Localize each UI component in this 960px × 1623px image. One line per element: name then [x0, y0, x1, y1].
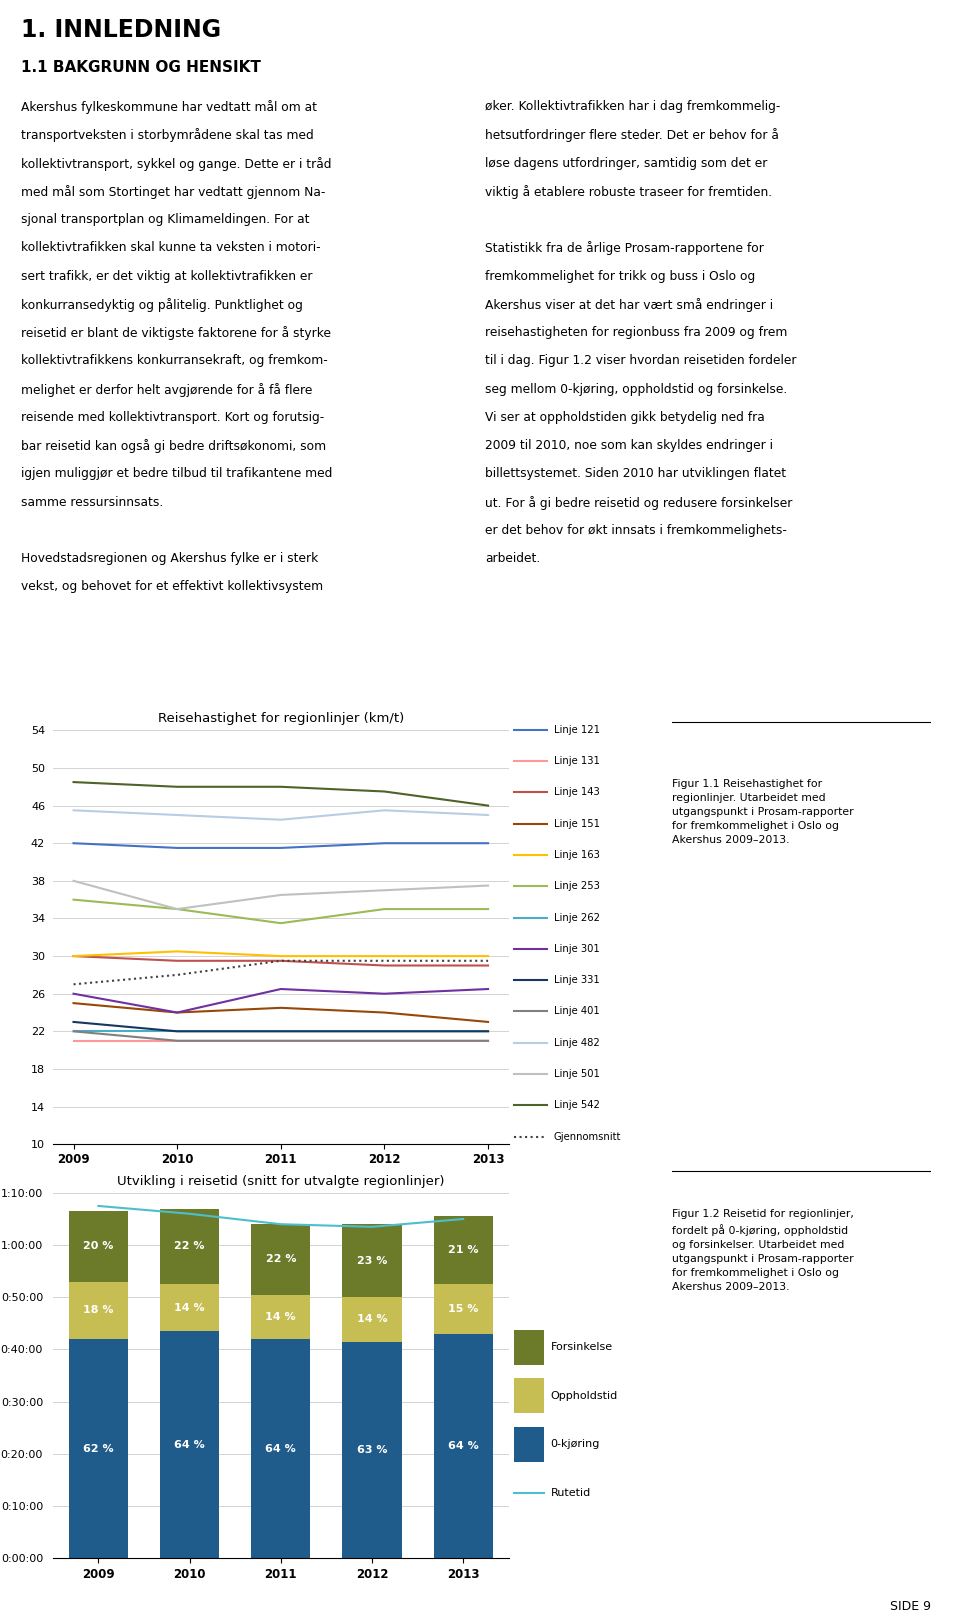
Text: Statistikk fra de årlige Prosam-rapportene for: Statistikk fra de årlige Prosam-rapporte…	[485, 242, 763, 255]
Bar	[160, 1209, 219, 1284]
Text: Gjennomsnitt: Gjennomsnitt	[554, 1131, 621, 1141]
Text: fremkommelighet for trikk og buss i Oslo og: fremkommelighet for trikk og buss i Oslo…	[485, 269, 756, 282]
Text: 14 %: 14 %	[357, 1315, 387, 1324]
Text: sjonal transportplan og Klimameldingen. For at: sjonal transportplan og Klimameldingen. …	[21, 213, 310, 226]
Text: 63 %: 63 %	[357, 1444, 387, 1454]
Title: Utvikling i reisetid (snitt for utvalgte regionlinjer): Utvikling i reisetid (snitt for utvalgte…	[117, 1175, 444, 1188]
Text: kollektivtrafikken skal kunne ta veksten i motori-: kollektivtrafikken skal kunne ta veksten…	[21, 242, 321, 255]
Bar	[514, 1329, 544, 1365]
Text: billettsystemet. Siden 2010 har utviklingen flatet: billettsystemet. Siden 2010 har utviklin…	[485, 467, 786, 480]
Text: kollektivtransport, sykkel og gange. Dette er i tråd: kollektivtransport, sykkel og gange. Det…	[21, 157, 331, 170]
Bar	[434, 1216, 492, 1284]
Text: vekst, og behovet for et effektivt kollektivsystem: vekst, og behovet for et effektivt kolle…	[21, 581, 324, 594]
Title: Reisehastighet for regionlinjer (km/t): Reisehastighet for regionlinjer (km/t)	[157, 712, 404, 725]
Text: øker. Kollektivtrafikken har i dag fremkommelig-: øker. Kollektivtrafikken har i dag fremk…	[485, 101, 780, 114]
Text: sert trafikk, er det viktig at kollektivtrafikken er: sert trafikk, er det viktig at kollektiv…	[21, 269, 313, 282]
Text: Figur 1.2 Reisetid for regionlinjer,
fordelt på 0-kjøring, oppholdstid
og forsin: Figur 1.2 Reisetid for regionlinjer, for…	[672, 1209, 853, 1292]
Text: Linje 151: Linje 151	[554, 818, 600, 829]
Text: 15 %: 15 %	[448, 1303, 478, 1315]
Text: 22 %: 22 %	[266, 1255, 296, 1264]
Text: Vi ser at oppholdstiden gikk betydelig ned fra: Vi ser at oppholdstiden gikk betydelig n…	[485, 411, 764, 424]
Text: Linje 401: Linje 401	[554, 1006, 599, 1016]
Text: med mål som Stortinget har vedtatt gjennom Na-: med mål som Stortinget har vedtatt gjenn…	[21, 185, 325, 200]
Bar	[434, 1284, 492, 1334]
Text: 20 %: 20 %	[84, 1242, 113, 1251]
Text: 64 %: 64 %	[265, 1443, 297, 1454]
Text: 1. INNLEDNING: 1. INNLEDNING	[21, 18, 221, 42]
Bar	[160, 1284, 219, 1331]
Text: Linje 121: Linje 121	[554, 725, 600, 735]
Text: kollektivtrafikkens konkurransekraft, og fremkom-: kollektivtrafikkens konkurransekraft, og…	[21, 354, 328, 367]
Text: bar reisetid kan også gi bedre driftsøkonomi, som: bar reisetid kan også gi bedre driftsøko…	[21, 440, 326, 453]
Text: Linje 501: Linje 501	[554, 1070, 599, 1079]
Text: til i dag. Figur 1.2 viser hvordan reisetiden fordeler: til i dag. Figur 1.2 viser hvordan reise…	[485, 354, 796, 367]
Text: reisehastigheten for regionbuss fra 2009 og frem: reisehastigheten for regionbuss fra 2009…	[485, 326, 787, 339]
Text: Linje 163: Linje 163	[554, 850, 599, 860]
Text: samme ressursinnsats.: samme ressursinnsats.	[21, 495, 163, 508]
Text: konkurransedyktig og pålitelig. Punktlighet og: konkurransedyktig og pålitelig. Punktlig…	[21, 299, 303, 312]
Bar	[252, 1224, 310, 1295]
Text: Akershus viser at det har vært små endringer i: Akershus viser at det har vært små endri…	[485, 299, 773, 312]
Text: Linje 482: Linje 482	[554, 1037, 599, 1048]
Text: seg mellom 0-kjøring, oppholdstid og forsinkelse.: seg mellom 0-kjøring, oppholdstid og for…	[485, 383, 787, 396]
Bar	[69, 1211, 128, 1282]
Text: Linje 143: Linje 143	[554, 787, 599, 797]
Text: Linje 131: Linje 131	[554, 756, 599, 766]
Bar	[252, 1339, 310, 1558]
Text: igjen muliggjør et bedre tilbud til trafikantene med: igjen muliggjør et bedre tilbud til traf…	[21, 467, 332, 480]
Text: 22 %: 22 %	[175, 1242, 204, 1251]
Text: 64 %: 64 %	[174, 1440, 205, 1449]
Text: 1.1 BAKGRUNN OG HENSIKT: 1.1 BAKGRUNN OG HENSIKT	[21, 60, 261, 75]
Text: 21 %: 21 %	[448, 1245, 478, 1255]
Text: ut. For å gi bedre reisetid og redusere forsinkelser: ut. For å gi bedre reisetid og redusere …	[485, 495, 792, 510]
Text: Linje 262: Linje 262	[554, 912, 600, 922]
Bar	[343, 1342, 401, 1558]
Text: 14 %: 14 %	[266, 1311, 296, 1321]
Text: transportveksten i storbymrådene skal tas med: transportveksten i storbymrådene skal ta…	[21, 128, 314, 143]
Text: Forsinkelse: Forsinkelse	[550, 1342, 612, 1352]
Text: Linje 542: Linje 542	[554, 1100, 599, 1110]
Bar	[69, 1339, 128, 1558]
Bar	[343, 1224, 401, 1297]
Text: SIDE 9: SIDE 9	[890, 1600, 931, 1613]
Text: 2009 til 2010, noe som kan skyldes endringer i: 2009 til 2010, noe som kan skyldes endri…	[485, 440, 773, 453]
Text: Figur 1.1 Reisehastighet for
regionlinjer. Utarbeidet med
utgangspunkt i Prosam-: Figur 1.1 Reisehastighet for regionlinje…	[672, 779, 853, 846]
Text: Akershus fylkeskommune har vedtatt mål om at: Akershus fylkeskommune har vedtatt mål o…	[21, 101, 317, 114]
Text: 64 %: 64 %	[447, 1441, 479, 1451]
Text: Linje 301: Linje 301	[554, 945, 599, 954]
Bar	[434, 1334, 492, 1558]
Text: Hovedstadsregionen og Akershus fylke er i sterk: Hovedstadsregionen og Akershus fylke er …	[21, 552, 319, 565]
Text: reisetid er blant de viktigste faktorene for å styrke: reisetid er blant de viktigste faktorene…	[21, 326, 331, 341]
Text: Oppholdstid: Oppholdstid	[550, 1391, 617, 1401]
Bar	[343, 1297, 401, 1342]
Text: melighet er derfor helt avgjørende for å få flere: melighet er derfor helt avgjørende for å…	[21, 383, 313, 396]
Text: løse dagens utfordringer, samtidig som det er: løse dagens utfordringer, samtidig som d…	[485, 157, 767, 170]
Text: reisende med kollektivtransport. Kort og forutsig-: reisende med kollektivtransport. Kort og…	[21, 411, 324, 424]
Text: er det behov for økt innsats i fremkommelighets-: er det behov for økt innsats i fremkomme…	[485, 524, 786, 537]
Text: arbeidet.: arbeidet.	[485, 552, 540, 565]
Text: 0-kjøring: 0-kjøring	[550, 1440, 600, 1449]
Text: Linje 253: Linje 253	[554, 881, 599, 891]
Text: 62 %: 62 %	[84, 1443, 113, 1454]
Bar	[69, 1282, 128, 1339]
Bar	[514, 1427, 544, 1462]
Text: viktig å etablere robuste traseer for fremtiden.: viktig å etablere robuste traseer for fr…	[485, 185, 772, 200]
Bar	[252, 1295, 310, 1339]
Text: 23 %: 23 %	[357, 1256, 387, 1266]
Text: hetsutfordringer flere steder. Det er behov for å: hetsutfordringer flere steder. Det er be…	[485, 128, 779, 143]
Text: 14 %: 14 %	[175, 1303, 204, 1313]
Bar	[160, 1331, 219, 1558]
Text: Linje 331: Linje 331	[554, 975, 599, 985]
Bar	[514, 1378, 544, 1414]
Text: Rutetid: Rutetid	[550, 1488, 590, 1498]
Text: 18 %: 18 %	[84, 1305, 113, 1315]
